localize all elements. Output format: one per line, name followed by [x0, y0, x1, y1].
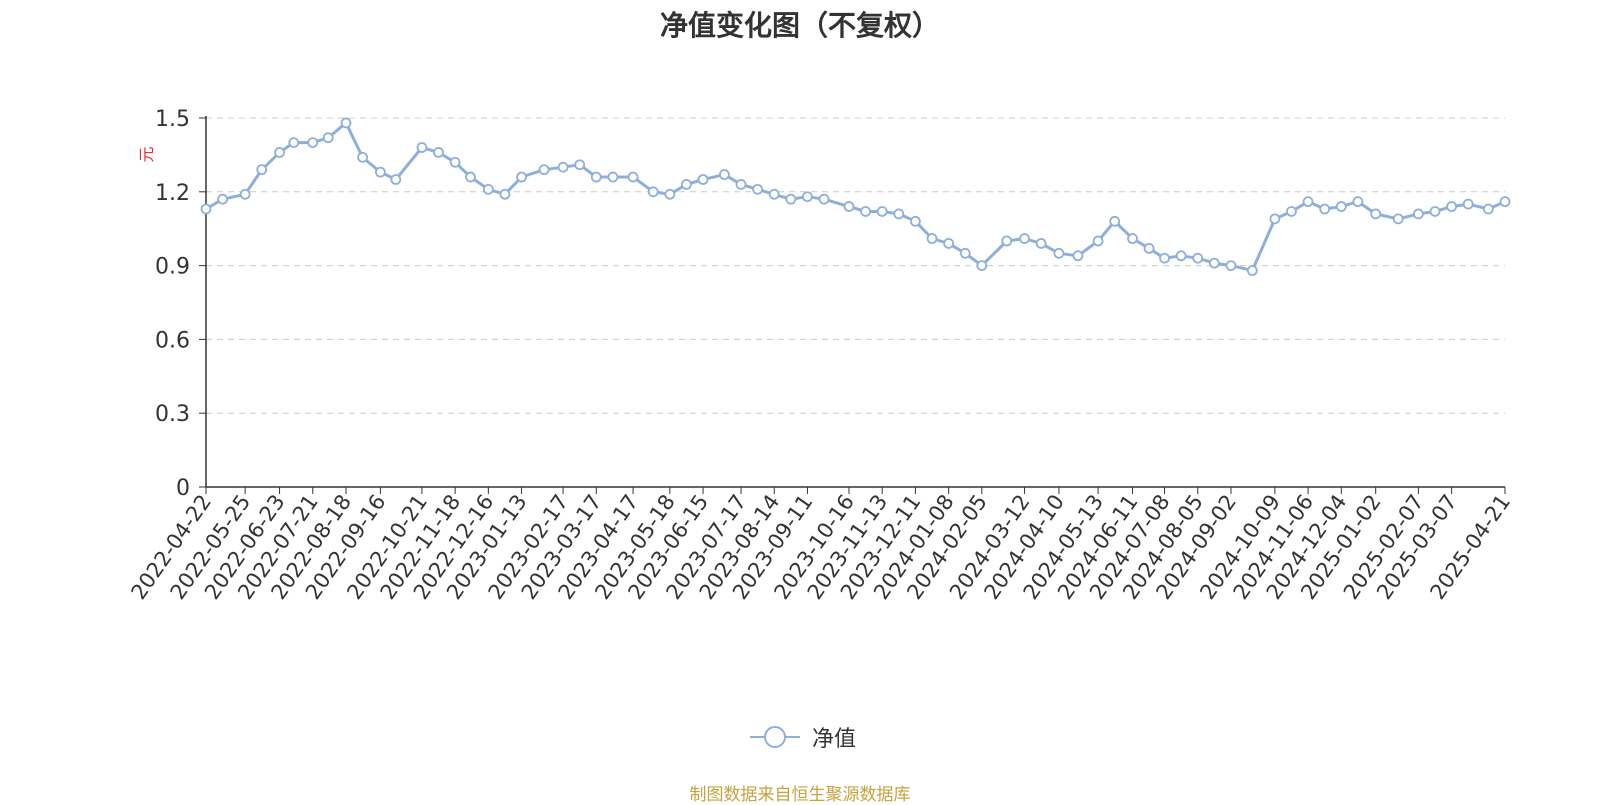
legend[interactable]: 净值: [750, 722, 856, 752]
data-point: [499, 188, 511, 200]
data-point: [943, 238, 955, 249]
data-point: [860, 206, 871, 217]
data-point: [976, 260, 988, 272]
data-point: [239, 188, 251, 200]
source-note: 制图数据来自恒生聚源数据库: [689, 785, 911, 805]
data-point: [200, 203, 212, 215]
data-point: [307, 137, 319, 149]
data-point: [1302, 196, 1314, 208]
data-point: [482, 183, 494, 195]
data-point: [893, 208, 905, 220]
data-point: [926, 233, 938, 244]
data-point: [574, 159, 586, 171]
y-tick-label: 0: [176, 476, 190, 501]
data-point: [374, 166, 386, 178]
data-point: [818, 193, 830, 205]
data-point: [697, 174, 709, 185]
data-point: [416, 142, 428, 153]
data-point: [1109, 215, 1121, 227]
data-point: [607, 171, 619, 183]
data-point: [217, 193, 229, 205]
data-point: [1429, 206, 1441, 217]
data-point: [768, 188, 780, 200]
data-point: [274, 147, 285, 158]
data-point: [1143, 242, 1155, 254]
data-point: [1499, 196, 1511, 208]
data-point: [719, 169, 730, 180]
data-point: [357, 151, 368, 163]
data-point: [664, 188, 676, 200]
data-point: [910, 215, 921, 227]
data-point: [1192, 252, 1204, 264]
y-tick-label: 0.6: [155, 328, 190, 353]
data-point: [1352, 196, 1364, 208]
data-point: [449, 156, 461, 168]
data-point: [1482, 203, 1494, 215]
data-point: [590, 171, 602, 183]
data-point: [1035, 238, 1047, 249]
data-point: [843, 201, 855, 212]
y-tick-label: 1.5: [155, 107, 190, 132]
data-point: [876, 206, 888, 217]
data-point: [1392, 213, 1404, 225]
data-point: [752, 183, 764, 195]
y-axis-label: 元: [137, 146, 156, 162]
data-point: [1127, 233, 1138, 244]
data-point: [627, 171, 639, 183]
y-tick-label: 0.3: [155, 402, 190, 427]
data-point: [288, 137, 300, 149]
data-point: [1269, 213, 1281, 225]
data-point: [538, 164, 550, 176]
data-point: [1159, 252, 1170, 264]
data-point: [1001, 235, 1013, 247]
data-point: [785, 193, 797, 205]
data-point: [557, 161, 569, 173]
data-point: [1446, 201, 1458, 212]
data-point: [1053, 247, 1065, 259]
data-point: [256, 164, 268, 176]
data-point: [1413, 208, 1424, 220]
data-point: [1319, 203, 1331, 215]
data-point: [735, 179, 747, 190]
data-point: [1246, 265, 1258, 276]
data-point: [433, 147, 444, 158]
data-point: [340, 117, 352, 129]
data-point: [647, 186, 659, 198]
data-point: [1370, 208, 1382, 220]
chart-title: 净值变化图（不复权）: [659, 9, 940, 42]
data-point: [1175, 250, 1187, 262]
legend-line-marker-icon: [750, 726, 800, 748]
y-tick-label: 1.2: [155, 181, 190, 206]
data-point: [1019, 233, 1030, 244]
data-point: [959, 247, 971, 259]
data-point: [1335, 201, 1347, 212]
data-point: [802, 191, 813, 203]
data-point: [1208, 257, 1220, 269]
legend-label: 净值: [812, 727, 857, 752]
data-point: [322, 132, 334, 144]
data-point: [1072, 250, 1084, 262]
data-point: [1286, 206, 1297, 217]
data-point: [1225, 260, 1237, 272]
data-point: [516, 171, 527, 183]
data-point: [1462, 198, 1474, 210]
y-tick-label: 0.9: [155, 255, 190, 280]
data-point: [1092, 235, 1104, 247]
data-point: [390, 174, 402, 185]
data-point: [681, 179, 692, 190]
data-point: [465, 171, 476, 183]
